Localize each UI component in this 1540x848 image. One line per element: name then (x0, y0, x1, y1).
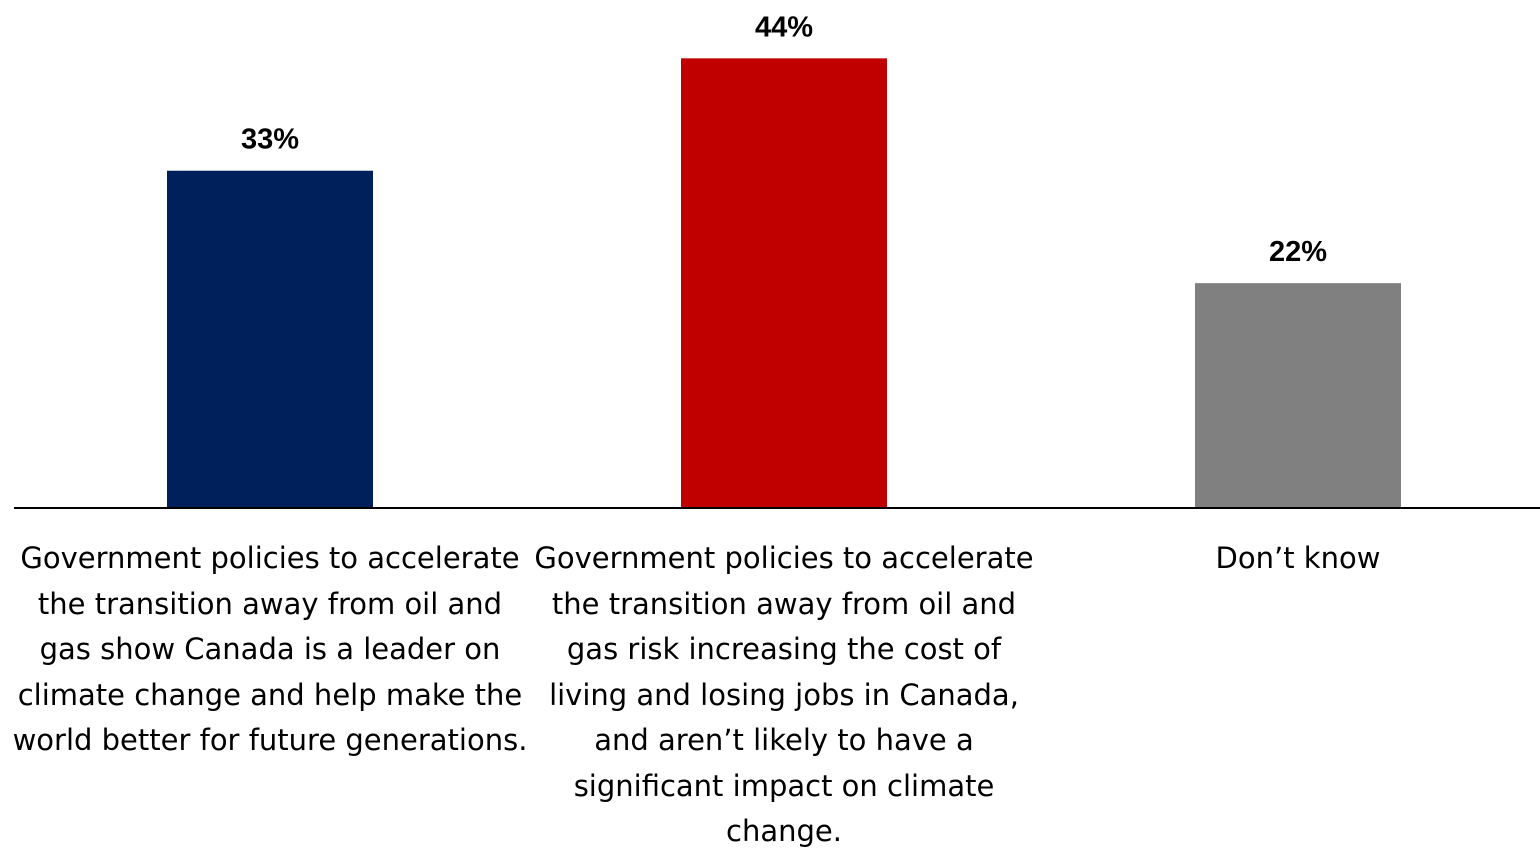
value-label-2: 22% (1269, 236, 1327, 268)
bar-2 (1195, 283, 1401, 508)
bar-1 (681, 58, 887, 508)
category-label-1: Government policies to accelerate the tr… (534, 541, 1034, 848)
value-label-0: 33% (241, 124, 299, 156)
value-label-1: 44% (755, 11, 813, 43)
category-label-0: Government policies to accelerate the tr… (12, 541, 528, 757)
category-label-2: Don’t know (1215, 541, 1381, 575)
bar-0 (167, 170, 373, 509)
